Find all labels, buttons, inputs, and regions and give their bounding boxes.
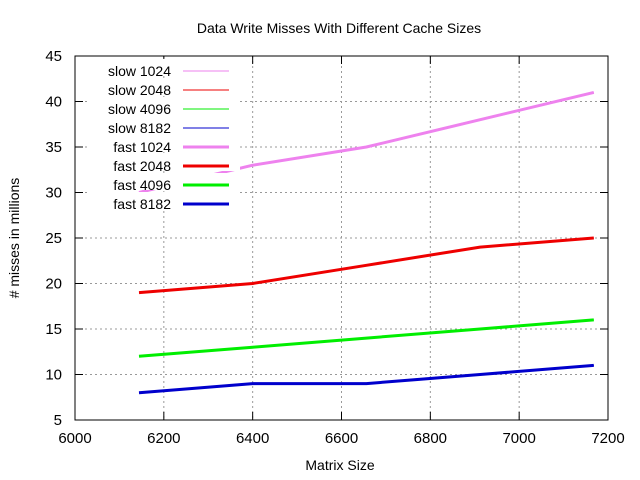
legend-label: fast 2048 bbox=[113, 158, 171, 174]
y-axis-label: # misses in millions bbox=[6, 178, 22, 299]
legend-label: slow 4096 bbox=[108, 101, 171, 117]
legend-label: fast 1024 bbox=[113, 139, 171, 155]
chart-title: Data Write Misses With Different Cache S… bbox=[197, 20, 481, 36]
legend-entry-background bbox=[90, 59, 240, 76]
legend-label: slow 1024 bbox=[108, 63, 171, 79]
x-tick-label: 6200 bbox=[147, 430, 180, 447]
x-tick-label: 7000 bbox=[502, 430, 535, 447]
x-tick-label: 6000 bbox=[58, 430, 91, 447]
y-tick-label: 10 bbox=[45, 367, 62, 384]
series-line-6 bbox=[138, 236, 594, 295]
x-tick-label: 7200 bbox=[591, 430, 624, 447]
y-tick-label: 35 bbox=[45, 139, 62, 156]
x-tick-label: 6800 bbox=[414, 430, 447, 447]
y-tick-label: 25 bbox=[45, 230, 62, 247]
grid bbox=[75, 56, 608, 420]
legend-label: slow 2048 bbox=[108, 82, 171, 98]
x-tick-label: 6400 bbox=[236, 430, 269, 447]
x-tick-label: 6600 bbox=[325, 430, 358, 447]
legend-entry-background bbox=[90, 116, 240, 133]
y-tick-label: 15 bbox=[45, 321, 62, 338]
y-tick-label: 30 bbox=[45, 185, 62, 202]
axis-ticks: 6000 6200 6400 6600 6800 7000 7200 5 10 15 20 25 30 3… bbox=[45, 48, 624, 447]
legend-entry-background bbox=[90, 78, 240, 95]
x-axis-label: Matrix Size bbox=[305, 457, 374, 473]
legend-label: fast 4096 bbox=[113, 177, 171, 193]
legend-label: slow 8182 bbox=[108, 120, 171, 136]
y-tick-label: 20 bbox=[45, 276, 62, 293]
legend-entry-background bbox=[90, 97, 240, 114]
legend-label: fast 8182 bbox=[113, 196, 171, 212]
legend: slow 1024 slow 2048 slow 4096 slow 8182 fast… bbox=[90, 59, 240, 212]
series-line-7 bbox=[138, 318, 594, 358]
series-line-8 bbox=[138, 363, 594, 395]
y-tick-label: 5 bbox=[54, 412, 62, 429]
y-tick-label: 40 bbox=[45, 94, 62, 111]
y-tick-label: 45 bbox=[45, 48, 62, 65]
